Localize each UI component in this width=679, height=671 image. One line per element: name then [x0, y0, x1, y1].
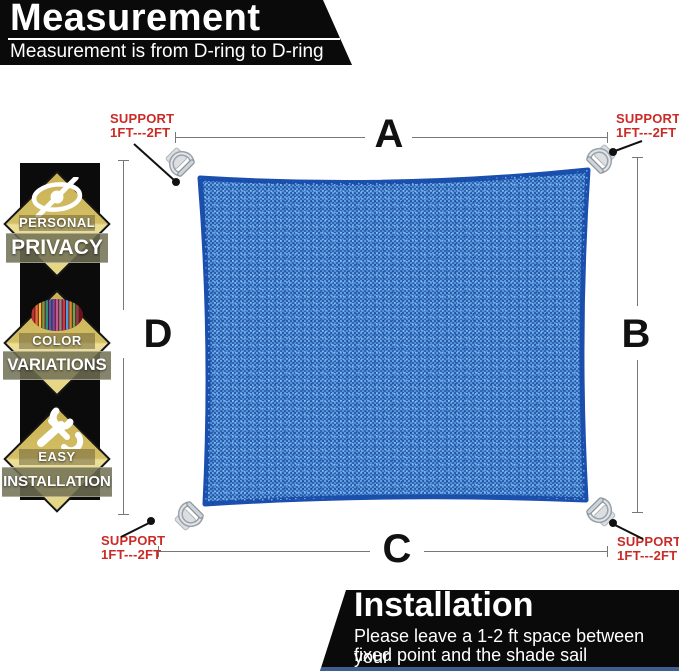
footer-title: Installation: [354, 586, 534, 624]
badge-small-label: PERSONAL: [19, 215, 96, 231]
measure-tick: [607, 546, 608, 557]
edge-label-b: B: [621, 312, 651, 356]
support-arrow-top-right: [609, 140, 643, 156]
footer-blue-strip: [320, 667, 679, 671]
badge-large-label: VARIATIONS: [3, 351, 111, 380]
measure-tick: [632, 157, 643, 158]
footer-subtitle-line2: fixed point and the shade sail: [354, 645, 588, 665]
measure-tick: [118, 514, 129, 515]
footer-subtitle-line1: Please leave a 1-2 ft space between your: [354, 626, 645, 667]
header-subtitle: Measurement is from D-ring to D-ring: [10, 41, 324, 62]
privacy-eye-icon: [31, 177, 83, 217]
measure-line-c: [424, 551, 608, 552]
d-ring-icon: [586, 147, 613, 174]
header-title: Measurement: [10, 0, 261, 39]
support-label-top-left: SUPPORT 1FT---2FT: [110, 111, 175, 140]
color-variations-icon: [31, 299, 83, 331]
measure-line-d: [123, 358, 124, 515]
edge-label-c: C: [382, 527, 412, 571]
badge-large-label: PRIVACY: [6, 233, 108, 263]
wrench-tools-icon: [37, 407, 84, 449]
support-label-top-right: SUPPORT 1FT---2FT: [616, 111, 679, 140]
measure-tick: [118, 160, 129, 161]
measure-tick: [607, 132, 608, 143]
measure-line-c: [158, 551, 370, 552]
badge-small-label: EASY: [19, 449, 95, 465]
badge-large-label: INSTALLATION: [2, 467, 112, 497]
header-banner: Measurement Measurement is from D-ring t…: [0, 0, 352, 65]
support-arrow-top-left: [133, 143, 180, 186]
edge-label-a: A: [374, 112, 404, 156]
measure-line-b: [637, 157, 638, 306]
support-label-bottom-right: SUPPORT 1FT---2FT: [617, 534, 679, 563]
support-label-bottom-left: SUPPORT 1FT---2FT: [101, 533, 166, 562]
badge-small-label: COLOR: [19, 333, 95, 349]
measure-line-b: [637, 360, 638, 513]
edge-label-d: D: [143, 312, 173, 356]
d-ring-icon: [177, 501, 204, 528]
support-arrow-bottom-left: [120, 517, 155, 538]
measure-line-a: [412, 137, 608, 138]
measure-tick: [632, 512, 643, 513]
footer-banner: Installation Please leave a 1-2 ft space…: [320, 590, 679, 671]
measure-line-d: [123, 160, 124, 310]
measure-tick: [158, 546, 159, 557]
support-arrow-bottom-right: [609, 519, 644, 540]
header-divider: [8, 38, 340, 40]
measure-tick: [175, 132, 176, 143]
measure-line-a: [175, 137, 365, 138]
